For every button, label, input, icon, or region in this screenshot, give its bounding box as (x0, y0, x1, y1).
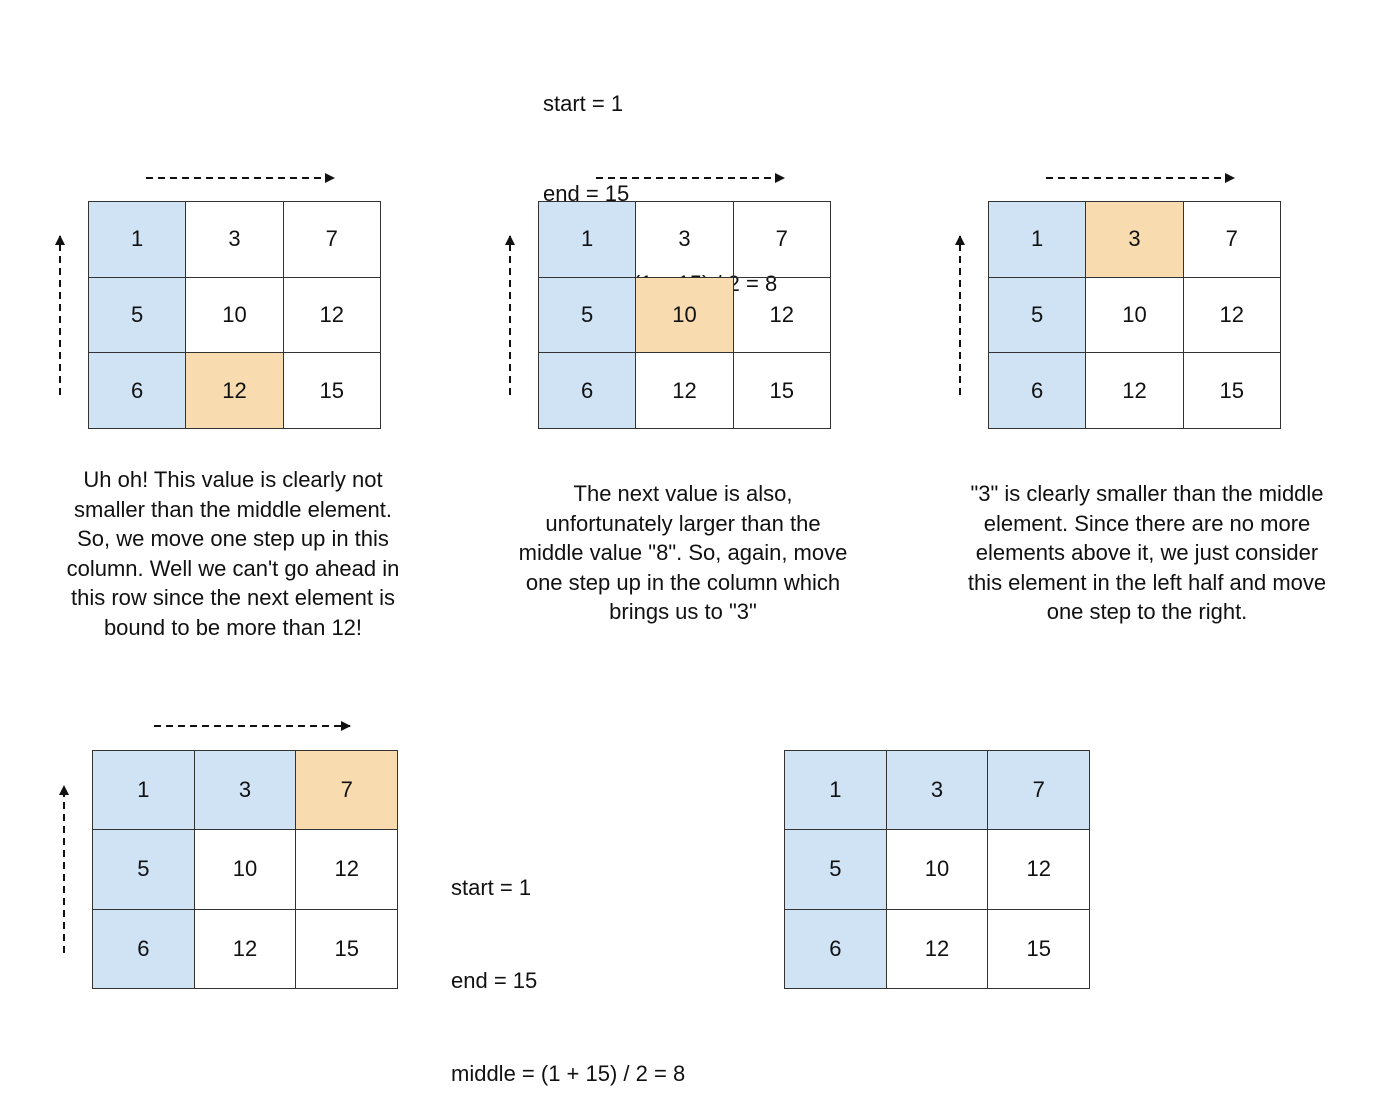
matrix-step-1: 1 3 7 5 10 12 6 12 15 (87, 201, 381, 430)
matrix-cell: 10 (885, 829, 989, 910)
matrix-step-3: 1 3 7 5 10 12 6 12 15 (987, 201, 1281, 430)
matrix-cell: 12 (193, 908, 297, 989)
matrix-row: 6 12 15 (537, 352, 831, 430)
matrix-step-4: 1 3 7 5 10 12 6 12 15 (92, 749, 399, 989)
matrix-cell: 3 (1085, 201, 1184, 278)
caption-step-1: Uh oh! This value is clearly not smaller… (66, 467, 400, 640)
matrix-step-5: 1 3 7 5 10 12 6 12 15 (784, 749, 1091, 989)
matrix-cell: 6 (92, 908, 195, 989)
matrix-cell: 1 (987, 201, 1087, 278)
matrix-cell: 12 (732, 276, 831, 354)
matrix-cell: 10 (635, 276, 734, 354)
matrix-cell: 10 (185, 276, 284, 354)
matrix-cell: 7 (732, 201, 831, 278)
matrix-cell: 6 (987, 352, 1087, 430)
end-line: end = 15 (451, 968, 538, 993)
matrix-cell: 12 (1085, 352, 1184, 430)
matrix-cell: 1 (92, 749, 195, 831)
matrix-cell: 1 (537, 201, 637, 278)
matrix-cell: 6 (87, 352, 187, 430)
matrix-row: 6 12 15 (87, 352, 381, 430)
matrix-cell: 12 (1182, 276, 1281, 354)
matrix-cell: 5 (87, 276, 187, 354)
matrix-cell: 5 (784, 829, 887, 910)
matrix-cell: 12 (885, 908, 989, 989)
matrix-row: 6 12 15 (784, 908, 1091, 989)
matrix-cell: 7 (987, 749, 1091, 831)
matrix-cell: 3 (885, 749, 989, 831)
matrix-cell: 12 (987, 829, 1091, 910)
middle-line: middle = (1 + 15) / 2 = 8 (451, 1061, 686, 1086)
matrix-cell: 15 (987, 908, 1091, 989)
matrix-cell: 5 (92, 829, 195, 910)
start-line: start = 1 (543, 91, 624, 116)
matrix-cell: 5 (987, 276, 1087, 354)
matrix-row: 5 10 12 (987, 276, 1281, 354)
matrix-cell: 15 (282, 352, 381, 430)
matrix-cell: 3 (185, 201, 284, 278)
matrix-row: 5 10 12 (537, 276, 831, 354)
matrix-row: 5 10 12 (92, 829, 399, 910)
matrix-cell: 12 (282, 276, 381, 354)
caption-step-3: "3" is clearly smaller than the middle e… (967, 481, 1327, 625)
direction-arrows (55, 173, 1235, 953)
caption-step-2: The next value is also, unfortunately la… (518, 481, 848, 625)
matrix-cell: 15 (295, 908, 399, 989)
matrix-row: 6 12 15 (92, 908, 399, 989)
matrix-row: 5 10 12 (87, 276, 381, 354)
matrix-cell: 12 (635, 352, 734, 430)
matrix-cell: 7 (1182, 201, 1281, 278)
matrix-cell: 7 (282, 201, 381, 278)
matrix-cell: 10 (1085, 276, 1184, 354)
matrix-step-2: 1 3 7 5 10 12 6 12 15 (537, 201, 831, 430)
matrix-cell: 5 (537, 276, 637, 354)
matrix-cell: 12 (185, 352, 284, 430)
matrix-row: 5 10 12 (784, 829, 1091, 910)
matrix-cell: 15 (732, 352, 831, 430)
matrix-cell: 6 (537, 352, 637, 430)
matrix-row: 6 12 15 (987, 352, 1281, 430)
start-line: start = 1 (451, 875, 532, 900)
matrix-cell: 6 (784, 908, 887, 989)
matrix-cell: 1 (87, 201, 187, 278)
matrix-cell: 7 (295, 749, 399, 831)
matrix-cell: 15 (1182, 352, 1281, 430)
matrix-cell: 3 (635, 201, 734, 278)
